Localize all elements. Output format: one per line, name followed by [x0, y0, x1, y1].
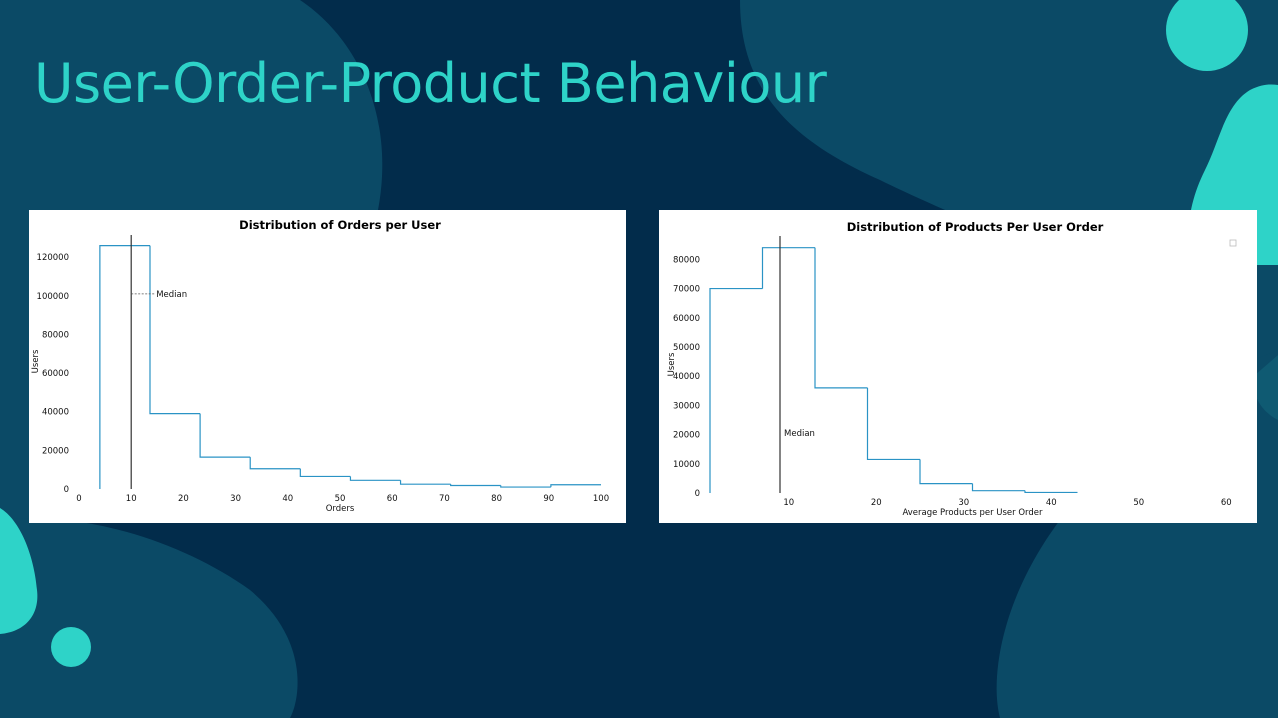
- x-tick-label: 50: [335, 494, 346, 504]
- x-tick-label: 80: [491, 494, 502, 504]
- y-tick-label: 120000: [37, 253, 69, 263]
- chart-panel-products-per-order: Distribution of Products Per User Order 0…: [659, 210, 1257, 523]
- y-tick-label: 80000: [673, 255, 700, 265]
- x-tick-label: 70: [439, 494, 450, 504]
- x-tick-label: 0: [76, 494, 81, 504]
- legend-box: [1229, 239, 1237, 247]
- y-tick-label: 60000: [42, 369, 69, 379]
- chart-title: Distribution of Orders per User: [239, 218, 441, 232]
- histogram-bin: [709, 287, 763, 493]
- median-label: Median: [784, 429, 815, 439]
- histogram-bin: [199, 413, 251, 458]
- histogram-bin: [450, 484, 501, 487]
- y-tick-label: 0: [64, 485, 69, 495]
- y-tick-label: 10000: [673, 460, 700, 470]
- x-tick-label: 30: [230, 494, 241, 504]
- accent-blob-left: [0, 508, 38, 634]
- orders-per-user-histogram: Distribution of Orders per User020000400…: [31, 218, 609, 514]
- x-tick-label: 10: [126, 494, 137, 504]
- x-tick-label: 90: [543, 494, 554, 504]
- x-tick-label: 50: [1133, 498, 1144, 508]
- histogram-bin: [866, 387, 920, 461]
- y-tick-label: 40000: [673, 372, 700, 382]
- slide-title: User-Order-Product Behaviour: [34, 52, 827, 115]
- y-tick-label: 50000: [673, 343, 700, 353]
- histogram-bin: [399, 480, 451, 485]
- x-tick-label: 60: [1221, 498, 1232, 508]
- blob-bottom-left: [0, 518, 298, 718]
- histogram-bin: [814, 247, 868, 389]
- histogram-bin: [500, 485, 551, 488]
- x-tick-label: 20: [178, 494, 189, 504]
- y-tick-label: 40000: [42, 408, 69, 418]
- y-tick-label: 100000: [37, 292, 69, 302]
- y-tick-label: 20000: [673, 431, 700, 441]
- histogram-bin: [550, 484, 601, 488]
- histogram-bin: [249, 457, 301, 470]
- histogram-bin: [149, 245, 201, 415]
- histogram-bin: [349, 476, 401, 481]
- chart-panel-orders-per-user: Distribution of Orders per User 0 20000 400…: [29, 210, 626, 523]
- y-tick-label: 20000: [42, 446, 69, 456]
- x-tick-label: 40: [282, 494, 293, 504]
- y-axis-label: Users: [31, 349, 41, 373]
- blob-right-mid: [1253, 355, 1278, 420]
- x-axis-label: Orders: [326, 504, 355, 514]
- y-tick-label: 0: [695, 489, 700, 499]
- median-label: Median: [156, 290, 187, 300]
- x-tick-label: 10: [783, 498, 794, 508]
- x-tick-label: 100: [593, 494, 609, 504]
- x-tick-label: 30: [958, 498, 969, 508]
- y-tick-label: 70000: [673, 285, 700, 295]
- chart-title: Distribution of Products Per User Order: [847, 220, 1104, 234]
- x-tick-label: 40: [1046, 498, 1057, 508]
- products-per-order-histogram: Distribution of Products Per User Order 0…: [667, 220, 1237, 518]
- accent-circle-top-right: [1166, 0, 1248, 71]
- accent-circle-bottom-left: [51, 627, 91, 667]
- x-tick-label: 20: [871, 498, 882, 508]
- histogram-bin: [761, 247, 815, 289]
- y-tick-label: 30000: [673, 401, 700, 411]
- histogram-bin: [1024, 490, 1078, 494]
- y-axis-label: Users: [667, 352, 677, 376]
- y-tick-label: 60000: [673, 314, 700, 324]
- histogram-bin: [919, 459, 973, 485]
- x-axis-label: Average Products per User Order: [902, 508, 1043, 518]
- histogram-bin: [299, 468, 351, 478]
- y-tick-label: 80000: [42, 330, 69, 340]
- x-tick-label: 60: [387, 494, 398, 504]
- histogram-bin: [971, 483, 1025, 492]
- histogram-bin: [99, 244, 150, 489]
